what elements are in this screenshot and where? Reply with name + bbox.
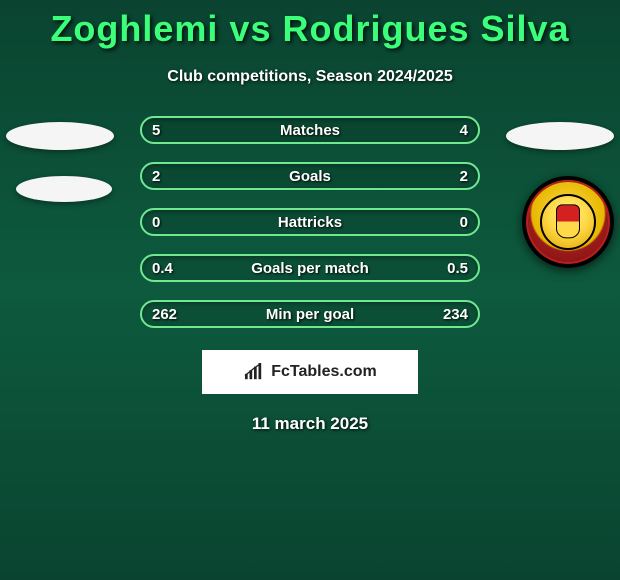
- attribution-badge: FcTables.com: [202, 350, 418, 394]
- snapshot-date: 11 march 2025: [0, 414, 620, 434]
- stat-value-left: 5: [152, 122, 182, 139]
- stat-row: 2Goals2: [10, 162, 610, 190]
- stat-label: Goals: [182, 168, 438, 185]
- stat-value-right: 0: [438, 214, 468, 231]
- stat-row: 5Matches4: [10, 116, 610, 144]
- stat-value-right: 2: [438, 168, 468, 185]
- stat-row: 0Hattricks0: [10, 208, 610, 236]
- stat-row: 262Min per goal234: [10, 300, 610, 328]
- comparison-title: Zoghlemi vs Rodrigues Silva: [0, 0, 620, 50]
- stats-table: 5Matches4 2Goals2 0Hattricks0 0.4Goals per …: [0, 116, 620, 328]
- stat-row: 0.4Goals per match0.5: [10, 254, 610, 282]
- season-subtitle: Club competitions, Season 2024/2025: [0, 68, 620, 86]
- stat-value-left: 262: [152, 306, 182, 323]
- stat-bar: 0.4Goals per match0.5: [140, 254, 480, 282]
- stat-value-right: 234: [438, 306, 468, 323]
- stat-value-left: 2: [152, 168, 182, 185]
- stat-value-right: 0.5: [438, 260, 468, 277]
- stat-label: Hattricks: [182, 214, 438, 231]
- stat-bar: 2Goals2: [140, 162, 480, 190]
- stat-bar: 0Hattricks0: [140, 208, 480, 236]
- stat-value-left: 0: [152, 214, 182, 231]
- stat-bar: 262Min per goal234: [140, 300, 480, 328]
- attribution-text: FcTables.com: [271, 363, 377, 381]
- bar-chart-icon: [243, 363, 265, 381]
- stat-value-left: 0.4: [152, 260, 182, 277]
- stat-label: Min per goal: [182, 306, 438, 323]
- stat-label: Matches: [182, 122, 438, 139]
- stat-bar: 5Matches4: [140, 116, 480, 144]
- stat-label: Goals per match: [182, 260, 438, 277]
- stat-value-right: 4: [438, 122, 468, 139]
